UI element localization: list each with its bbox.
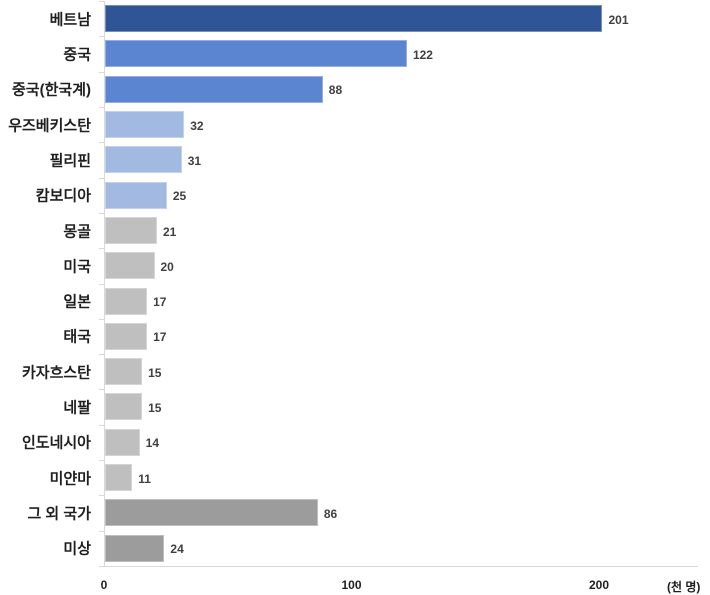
bar[interactable] <box>105 287 148 315</box>
y-axis-tick <box>99 1 104 2</box>
category-label: 카자흐스탄 <box>21 364 91 382</box>
bar[interactable] <box>105 322 148 350</box>
category-label: 미얀마 <box>49 470 91 488</box>
y-axis-tick <box>99 566 104 567</box>
x-axis-tick-label: 200 <box>588 578 610 592</box>
bar[interactable] <box>105 428 140 456</box>
category-label: 일본 <box>63 293 91 311</box>
y-axis-tick <box>99 389 104 390</box>
category-label: 네팔 <box>63 399 91 417</box>
value-label: 15 <box>148 365 162 380</box>
value-label: 21 <box>162 224 177 239</box>
category-label: 우즈베키스탄 <box>8 117 91 135</box>
x-axis-unit-label: (천 명) <box>667 580 701 594</box>
x-axis-tick-label: 0 <box>100 578 108 592</box>
value-label: 25 <box>172 189 187 204</box>
y-axis-tick <box>99 284 104 285</box>
value-label: 17 <box>153 330 167 345</box>
category-label: 중국 <box>63 46 91 64</box>
value-label: 31 <box>187 153 202 168</box>
bar[interactable] <box>105 534 165 562</box>
y-axis-tick <box>99 460 104 461</box>
y-axis-tick <box>99 248 104 249</box>
y-axis-tick <box>99 72 104 73</box>
category-label: 미상 <box>63 540 91 558</box>
y-axis-tick <box>99 495 104 496</box>
category-label: 인도네시아 <box>21 434 91 452</box>
x-axis-line <box>104 566 698 567</box>
category-label: 미국 <box>63 258 91 276</box>
category-label: 그 외 국가 <box>27 505 91 523</box>
bar[interactable] <box>105 499 318 527</box>
y-axis-line <box>104 1 105 566</box>
category-label: 필리핀 <box>49 152 91 170</box>
y-axis-tick <box>99 425 104 426</box>
y-axis-tick <box>99 531 104 532</box>
value-label: 17 <box>153 295 167 310</box>
category-label: 태국 <box>63 328 91 346</box>
value-label: 88 <box>328 83 343 98</box>
bar[interactable] <box>105 216 157 244</box>
y-axis-tick <box>99 178 104 179</box>
category-label: 중국(한국계) <box>12 81 91 99</box>
y-axis-tick <box>99 354 104 355</box>
bar[interactable] <box>105 110 185 138</box>
value-label: 15 <box>148 401 162 416</box>
bar[interactable] <box>105 5 603 32</box>
bar[interactable] <box>105 464 133 492</box>
bar[interactable] <box>105 393 143 421</box>
value-label: 11 <box>138 471 151 486</box>
value-label: 201 <box>608 12 629 27</box>
y-axis-tick <box>99 213 104 214</box>
bar[interactable] <box>105 40 407 68</box>
value-label: 24 <box>170 542 184 557</box>
value-label: 20 <box>160 259 174 274</box>
value-label: 32 <box>190 118 204 133</box>
category-label: 베트남 <box>49 11 91 29</box>
bar[interactable] <box>105 181 167 209</box>
y-axis-tick <box>99 36 104 37</box>
bar[interactable] <box>105 252 155 280</box>
category-label: 몽골 <box>63 223 91 241</box>
bar[interactable] <box>105 75 323 103</box>
x-axis-tick-label: 100 <box>341 578 362 592</box>
value-label: 14 <box>145 436 159 451</box>
bar[interactable] <box>105 358 143 386</box>
bar[interactable] <box>105 146 182 174</box>
y-axis-tick <box>99 107 104 108</box>
y-axis-tick <box>99 142 104 143</box>
category-label: 캄보디아 <box>35 187 91 205</box>
value-label: 122 <box>412 47 433 62</box>
value-label: 86 <box>323 507 338 522</box>
y-axis-tick <box>99 319 104 320</box>
